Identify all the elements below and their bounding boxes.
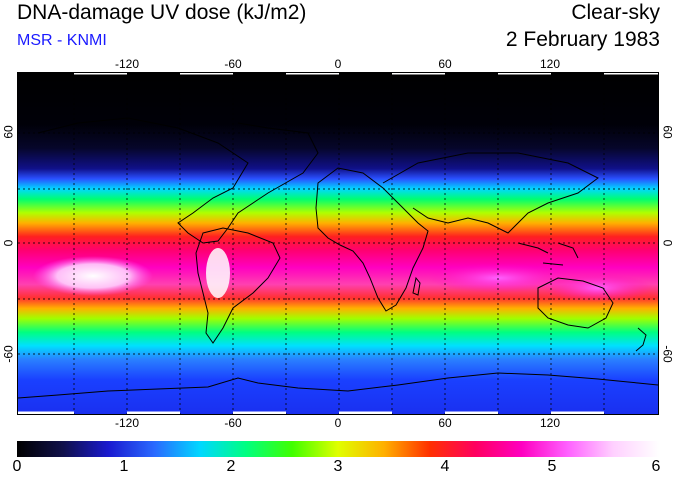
source-label: MSR - KNMI — [17, 32, 107, 49]
lon-tick-top: 60 — [438, 57, 452, 71]
lon-tick-top: 0 — [334, 57, 342, 71]
lon-tick-top: -60 — [224, 57, 242, 71]
lat-tick-right: 0 — [660, 239, 675, 247]
sky-mode-label: Clear-sky — [571, 1, 660, 24]
lon-tick-bottom: 0 — [334, 416, 342, 430]
lat-tick-right: 60 — [660, 125, 675, 139]
map-canvas — [18, 73, 658, 414]
lon-tick-bottom: 60 — [438, 416, 452, 430]
lon-tick-bottom: 120 — [539, 416, 561, 430]
lon-tick-top: 120 — [539, 57, 561, 71]
colorbar-tick: 0 — [12, 458, 22, 475]
lat-tick-left: 60 — [1, 125, 16, 139]
colorbar-tick: 5 — [547, 458, 557, 475]
lon-tick-bottom: -120 — [114, 416, 140, 430]
colorbar-tick: 3 — [333, 458, 343, 475]
lat-tick-right: -60 — [660, 345, 675, 363]
colorbar-tick: 6 — [651, 458, 661, 475]
page-title: DNA-damage UV dose (kJ/m2) — [17, 1, 307, 24]
date-label: 2 February 1983 — [505, 28, 660, 51]
lon-tick-top: -120 — [114, 57, 140, 71]
colorbar-tick: 1 — [119, 458, 129, 475]
colorbar-tick: 2 — [226, 458, 236, 475]
lat-tick-left: -60 — [1, 345, 16, 363]
lon-tick-bottom: -60 — [224, 416, 242, 430]
uv-dose-map — [17, 72, 659, 415]
colorbar-tick: 4 — [440, 458, 450, 475]
colorbar — [17, 441, 659, 457]
lat-tick-left: 0 — [1, 239, 16, 247]
